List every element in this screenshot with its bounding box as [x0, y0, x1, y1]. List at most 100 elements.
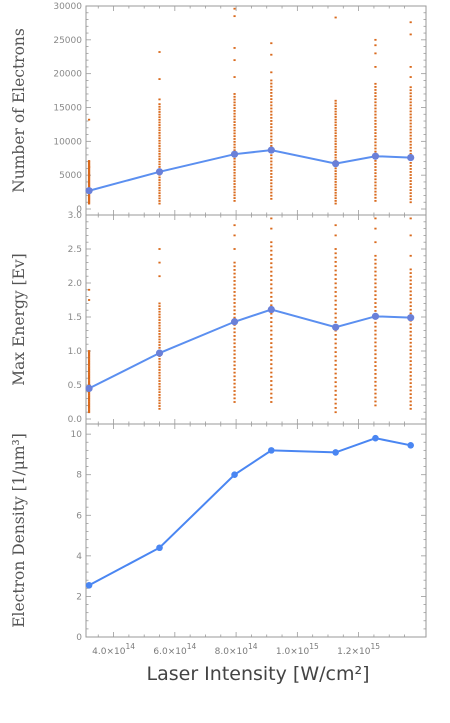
- sample-point: [374, 98, 377, 101]
- sample-point: [374, 294, 377, 297]
- data-point: [371, 312, 380, 320]
- sample-point: [374, 392, 377, 395]
- sample-point: [87, 173, 91, 176]
- sample-point: [270, 107, 273, 110]
- sample-point: [270, 304, 273, 307]
- sample-point: [374, 349, 377, 352]
- sample-point: [158, 150, 161, 153]
- sample-point: [409, 116, 412, 119]
- sample-point: [409, 192, 412, 195]
- sample-point: [158, 308, 161, 310]
- sample-point: [409, 334, 412, 337]
- sample-point: [158, 248, 161, 250]
- sample-point: [270, 274, 273, 277]
- data-point: [407, 153, 415, 162]
- sample-point: [334, 265, 337, 268]
- data-point: [407, 442, 414, 449]
- sample-point: [270, 291, 273, 294]
- sample-point: [334, 368, 337, 371]
- sample-point: [270, 188, 273, 191]
- sample-point: [270, 98, 273, 101]
- data-point: [267, 146, 275, 154]
- panel-3: 0 2 4 6 8 10 Electron Density [1/μm³]: [10, 423, 427, 643]
- sample-point: [374, 95, 377, 98]
- sample-point: [374, 302, 377, 304]
- sample-point: [270, 104, 273, 107]
- sample-point: [334, 359, 337, 362]
- y-axis-label: Number of Electrons: [10, 28, 28, 193]
- sample-point: [233, 224, 236, 227]
- sample-point: [87, 166, 91, 168]
- sample-point: [270, 173, 273, 175]
- sample-point: [233, 302, 236, 304]
- sample-point: [233, 15, 236, 18]
- data-point: [332, 160, 340, 168]
- x-tick-label: 6.0×1014: [153, 642, 196, 657]
- sample-point: [87, 162, 91, 165]
- sample-point: [87, 393, 91, 396]
- sample-point: [158, 369, 161, 371]
- sample-point: [158, 396, 161, 399]
- sample-point: [158, 124, 161, 126]
- sample-point: [409, 110, 412, 113]
- sample-point: [374, 353, 377, 356]
- sample-point: [409, 400, 412, 403]
- sample-point: [158, 310, 161, 313]
- x-tick-label: 4.0×1014: [92, 642, 135, 657]
- sample-point: [334, 256, 337, 259]
- sample-point: [374, 107, 377, 110]
- sample-point: [334, 402, 337, 405]
- sample-point: [334, 137, 337, 140]
- sample-point: [334, 110, 337, 113]
- sample-point: [158, 338, 161, 341]
- sample-point: [87, 358, 91, 360]
- sample-point: [233, 157, 236, 160]
- sample-point: [233, 390, 236, 392]
- sample-point: [233, 283, 236, 286]
- sample-point: [334, 124, 337, 126]
- sample-point: [87, 186, 91, 188]
- sample-point: [270, 262, 273, 265]
- sample-point: [158, 184, 161, 187]
- sample-point: [270, 287, 273, 290]
- sample-point: [87, 169, 91, 172]
- sample-point: [409, 327, 412, 329]
- sample-point: [270, 144, 273, 147]
- sample-point: [409, 393, 412, 396]
- sample-point: [270, 249, 273, 252]
- sample-point: [409, 389, 412, 392]
- sample-point: [270, 316, 273, 319]
- sample-point: [270, 245, 273, 248]
- sample-point: [158, 142, 161, 145]
- sample-point: [270, 129, 273, 132]
- y-tick-label: 20000: [53, 70, 82, 80]
- sample-point: [334, 167, 337, 170]
- sample-point: [233, 379, 236, 381]
- x-tick-label: 8.0×1014: [215, 642, 258, 657]
- sample-point: [334, 355, 337, 358]
- sample-point: [409, 198, 412, 201]
- sample-point: [270, 258, 273, 260]
- sample-point: [270, 295, 273, 298]
- sample-point: [158, 116, 161, 119]
- sample-point: [334, 126, 337, 129]
- sample-point: [374, 306, 377, 308]
- sample-point: [87, 354, 91, 357]
- sample-point: [158, 181, 161, 184]
- sample-point: [158, 344, 161, 346]
- data-point: [268, 447, 275, 454]
- sample-point: [334, 338, 337, 341]
- sample-point: [233, 135, 236, 138]
- sample-point: [233, 149, 236, 152]
- sample-point: [374, 52, 377, 55]
- sample-point: [233, 124, 236, 126]
- sample-point: [158, 113, 161, 116]
- sample-point: [233, 146, 236, 149]
- sample-point: [409, 195, 412, 198]
- sample-point: [374, 333, 377, 336]
- sample-point: [409, 341, 412, 344]
- sample-point: [270, 359, 273, 361]
- sample-point: [334, 99, 337, 102]
- sample-point: [270, 116, 273, 119]
- sample-point: [334, 269, 337, 272]
